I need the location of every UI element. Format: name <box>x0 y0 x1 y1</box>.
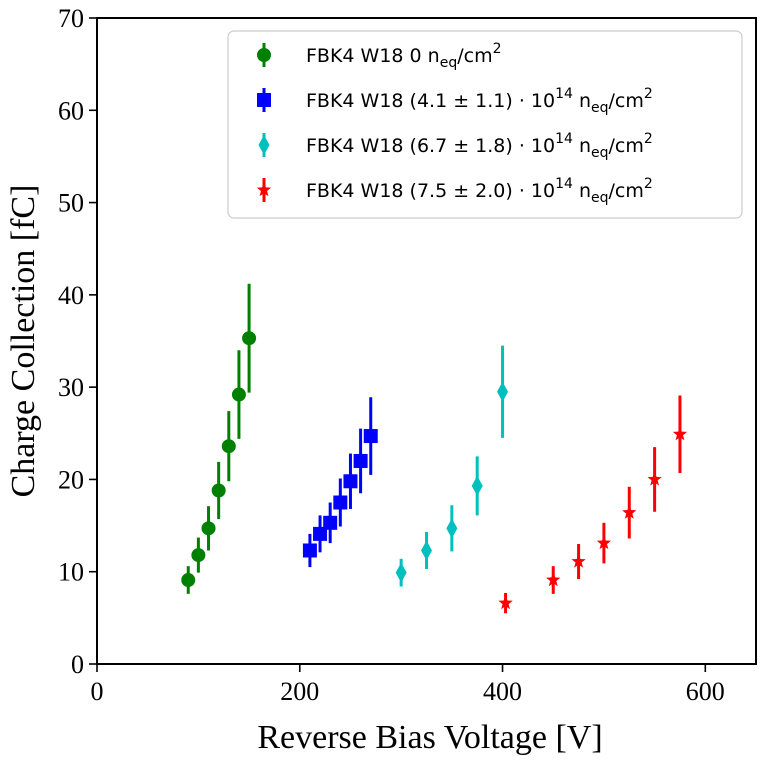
y-tick-label: 30 <box>58 373 84 402</box>
data-point <box>471 475 483 496</box>
y-tick-label: 0 <box>71 650 84 679</box>
legend-marker <box>257 93 271 107</box>
data-point <box>571 554 586 568</box>
y-tick-label: 40 <box>58 281 84 310</box>
data-point <box>181 573 196 588</box>
data-point <box>353 453 368 468</box>
data-point <box>221 439 236 454</box>
legend-marker <box>258 135 270 155</box>
x-tick-label: 200 <box>280 677 319 706</box>
data-point <box>497 381 509 402</box>
y-tick-label: 60 <box>58 96 84 125</box>
legend-label: FBK4 W18 (7.5 ± 2.0) · 1014 neq/cm2 <box>306 176 653 206</box>
data-point <box>343 474 358 489</box>
data-point <box>647 471 662 486</box>
legend-marker <box>257 48 271 62</box>
data-point <box>446 518 458 539</box>
data-point <box>191 548 206 563</box>
data-point <box>201 521 216 536</box>
y-tick-label: 10 <box>58 558 84 587</box>
legend-label: FBK4 W18 (4.1 ± 1.1) · 1014 neq/cm2 <box>306 86 653 116</box>
data-point <box>421 540 432 561</box>
data-point <box>546 572 561 587</box>
y-tick-label: 20 <box>58 465 84 494</box>
data-point <box>211 483 226 498</box>
x-tick-label: 0 <box>91 677 104 706</box>
legend: FBK4 W18 0 neq/cm2 FBK4 W18 (4.1 ± 1.1) ·… <box>227 30 743 219</box>
legend-box <box>227 30 743 219</box>
x-tick-label: 400 <box>483 677 522 706</box>
data-point <box>622 505 637 519</box>
series-diamond <box>395 345 509 587</box>
data-point <box>231 387 246 402</box>
y-axis-label: Charge Collection [fC] <box>5 185 42 498</box>
data-point <box>302 543 317 558</box>
x-tick-label: 600 <box>686 677 725 706</box>
plot-area <box>181 283 688 614</box>
legend-label: FBK4 W18 (6.7 ± 1.8) · 1014 neq/cm2 <box>306 131 653 161</box>
plot-frame <box>96 17 757 665</box>
data-point <box>395 562 407 583</box>
data-point <box>323 515 338 530</box>
data-point <box>242 331 257 346</box>
y-tick-label: 70 <box>58 4 84 33</box>
series-square <box>302 397 378 568</box>
series-circle <box>181 283 257 594</box>
data-point <box>363 429 378 444</box>
data-point <box>672 426 688 441</box>
data-point <box>596 535 612 550</box>
y-tick-label: 50 <box>58 189 84 218</box>
legend-marker <box>256 182 272 197</box>
axis-ticks: 0 200 400 600 0 10 20 30 40 50 60 70 <box>58 4 725 706</box>
data-point <box>313 526 328 541</box>
series-star <box>498 395 688 614</box>
data-point <box>498 595 513 610</box>
legend-label: FBK4 W18 0 neq/cm2 <box>306 41 502 71</box>
x-axis-label: Reverse Bias Voltage [V] <box>257 719 602 756</box>
data-point <box>333 495 348 510</box>
